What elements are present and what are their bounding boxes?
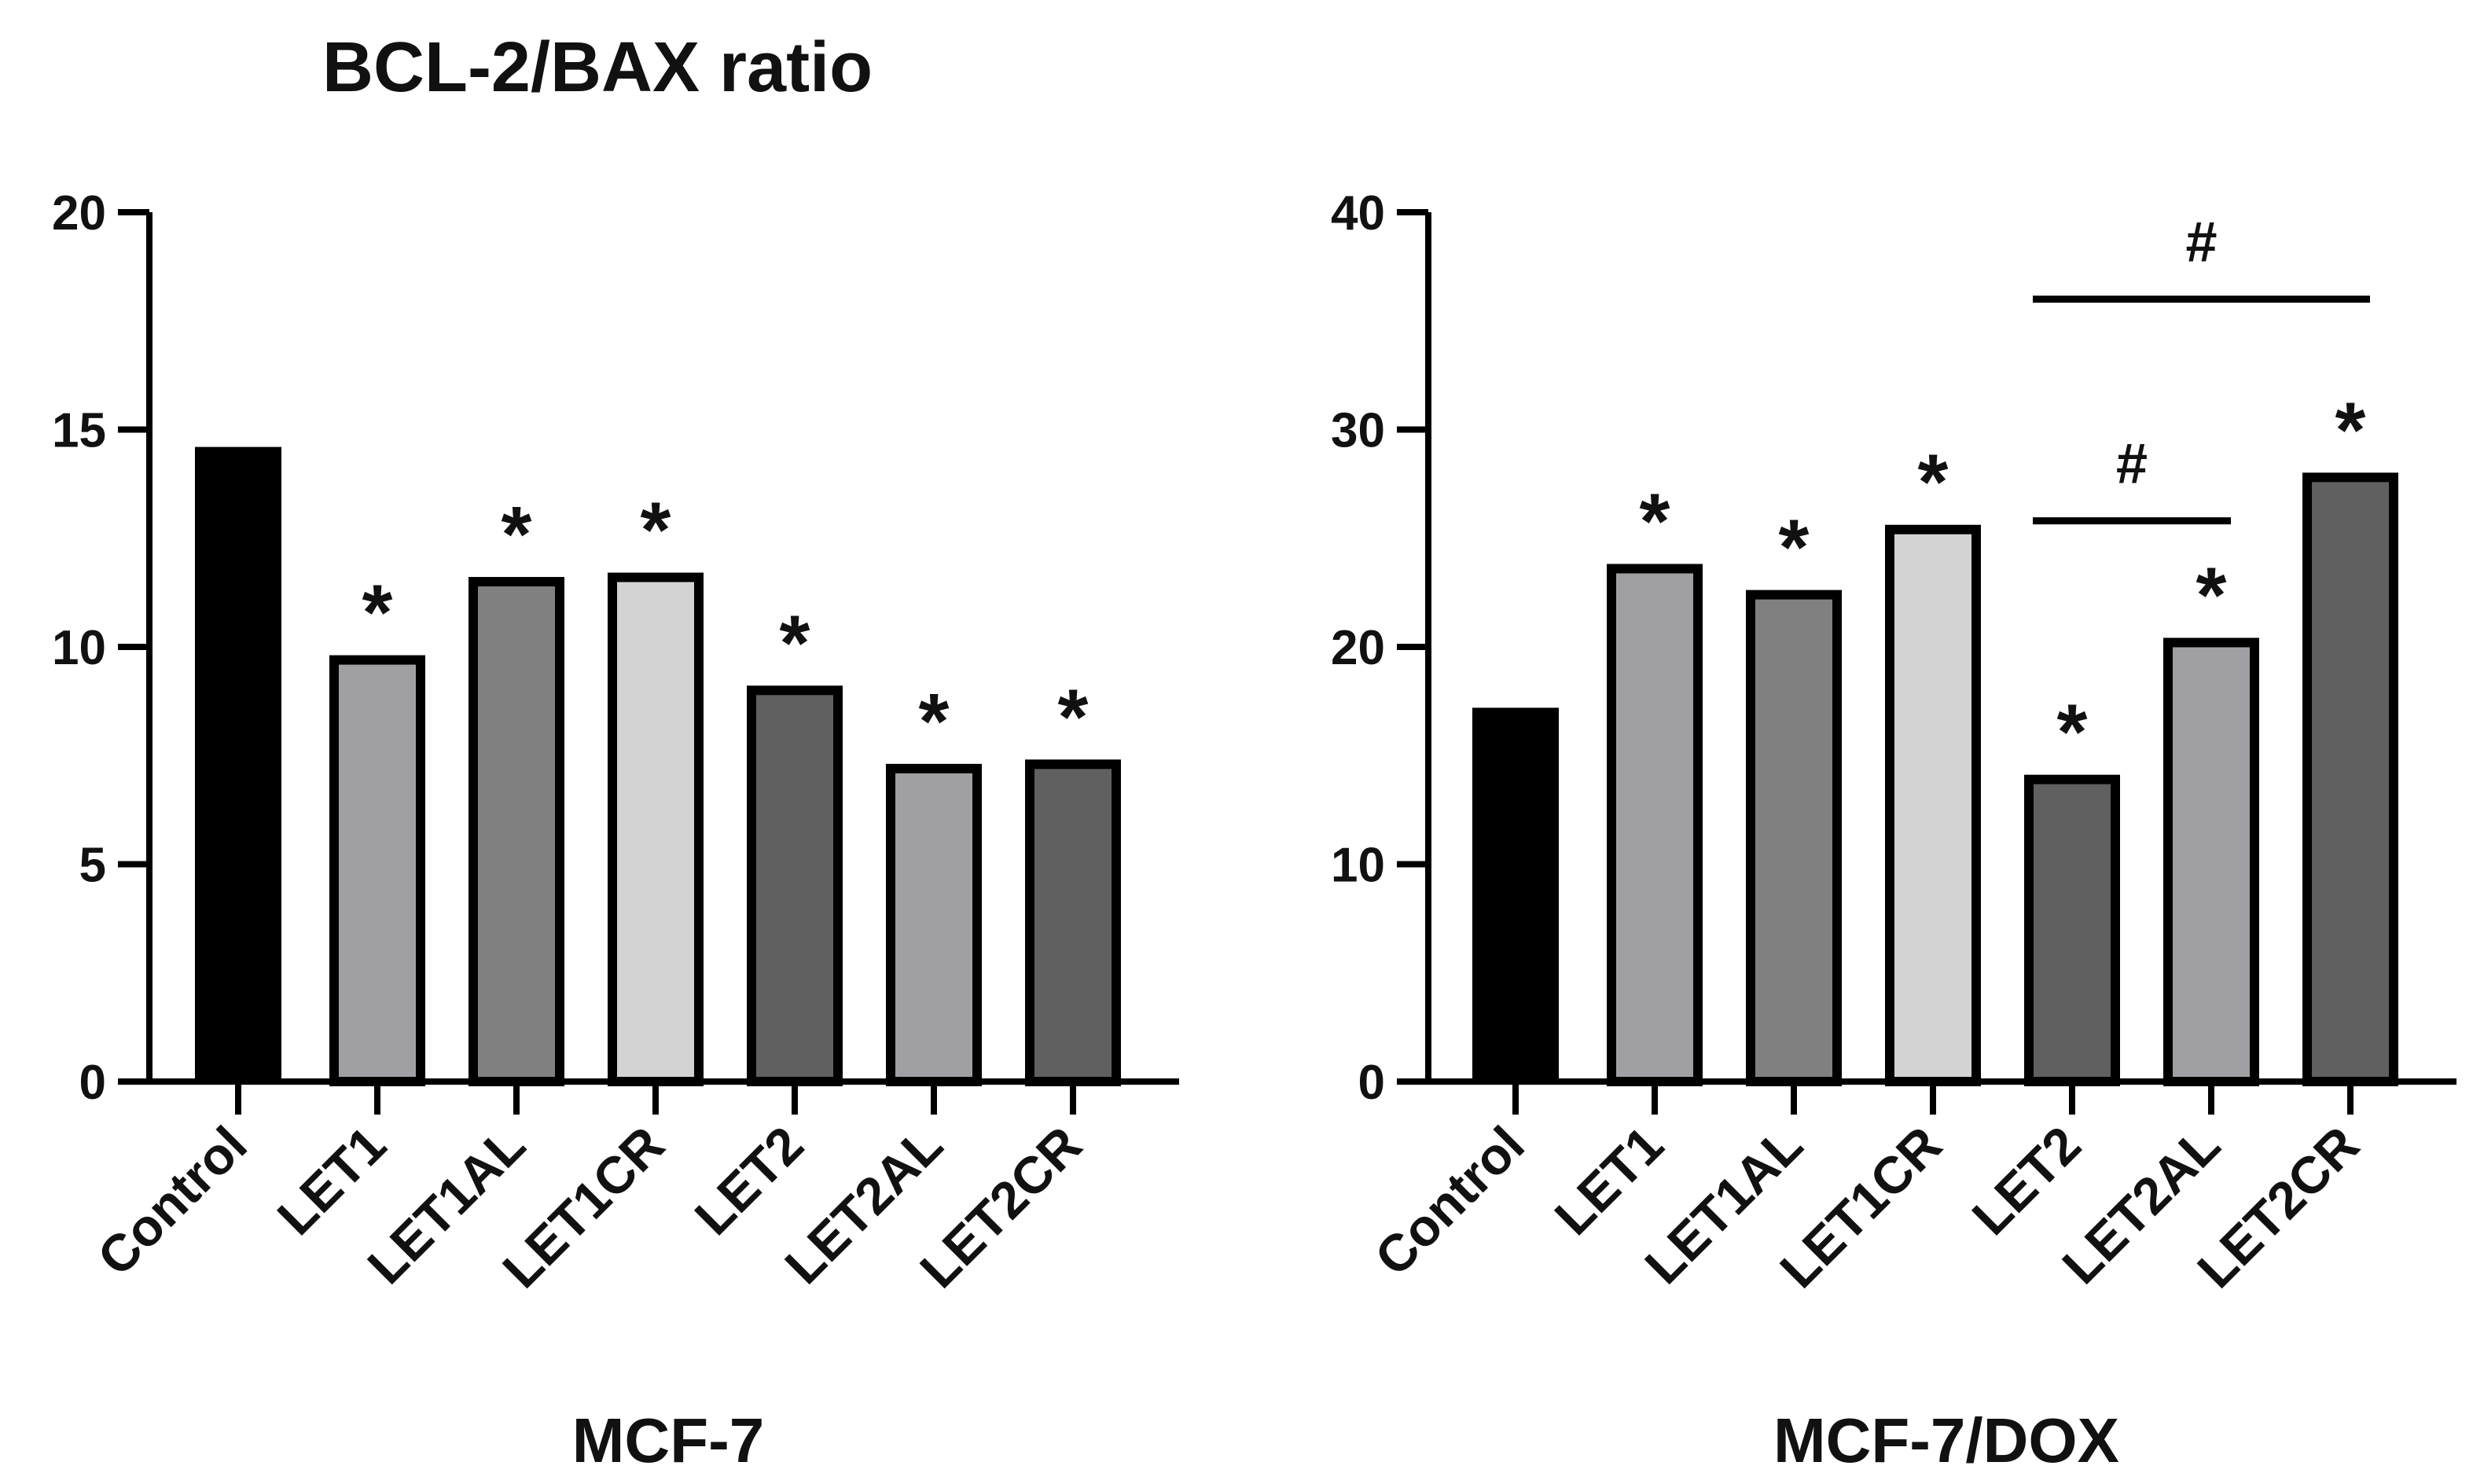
bar-let1 <box>329 655 425 1086</box>
bar-let2cr <box>1025 759 1121 1086</box>
chart-title: BCL-2/BAX ratio <box>322 28 873 107</box>
significance-marker: * <box>2057 689 2088 777</box>
x-tick-label: LET2 <box>1960 1115 2091 1246</box>
x-tick-label: Control <box>1364 1115 1535 1287</box>
y-tick-label: 10 <box>1331 839 1385 893</box>
bar-let1al <box>469 577 564 1086</box>
comparison-marker: # <box>2185 211 2217 274</box>
y-tick-label: 10 <box>52 621 106 675</box>
x-tick-label: LET1 <box>266 1115 396 1246</box>
bar-let1cr <box>1885 524 1981 1086</box>
bar-control <box>1472 707 1559 1082</box>
bar-let2al <box>886 763 982 1087</box>
significance-marker: * <box>502 490 532 579</box>
y-tick-label: 20 <box>1331 621 1385 675</box>
significance-marker: * <box>362 569 393 657</box>
x-axis-title: MCF-7 <box>572 1405 764 1475</box>
y-tick-label: 15 <box>52 404 106 458</box>
significance-marker: * <box>2196 551 2227 639</box>
bar-control <box>195 446 281 1082</box>
bar-let2 <box>2024 774 2120 1086</box>
x-tick-label: Control <box>86 1115 258 1287</box>
bar-let2al <box>2163 637 2259 1086</box>
significance-marker: * <box>1918 439 1949 527</box>
bar-let2 <box>747 685 843 1086</box>
significance-marker: * <box>780 599 810 687</box>
y-tick-label: 40 <box>1331 186 1385 241</box>
significance-marker: * <box>1640 477 1670 565</box>
bar-let2cr <box>2302 472 2398 1086</box>
significance-marker: * <box>1779 504 1810 592</box>
y-tick-label: 0 <box>1358 1056 1385 1110</box>
y-tick-label: 5 <box>79 839 106 893</box>
y-tick-label: 0 <box>79 1056 106 1110</box>
bar-let1al <box>1746 590 1842 1086</box>
y-tick-label: 30 <box>1331 404 1385 458</box>
significance-marker: * <box>641 487 671 575</box>
y-tick-label: 20 <box>52 186 106 241</box>
bar-let1cr <box>608 572 704 1086</box>
significance-marker: * <box>1058 673 1089 761</box>
x-tick-label: LET1 <box>1543 1115 1674 1246</box>
significance-marker: * <box>2335 386 2366 474</box>
comparison-marker: # <box>2116 433 2148 496</box>
bar-let1 <box>1607 564 1703 1086</box>
x-tick-label: LET2 <box>683 1115 814 1246</box>
significance-marker: * <box>919 678 950 766</box>
x-axis-title: MCF-7/DOX <box>1773 1405 2119 1475</box>
